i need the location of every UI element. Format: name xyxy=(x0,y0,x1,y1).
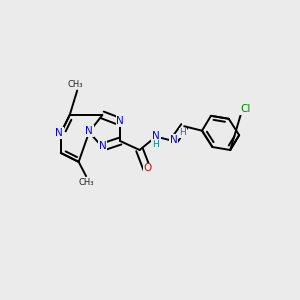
Text: H: H xyxy=(153,140,159,149)
Text: N: N xyxy=(56,128,63,138)
Text: H: H xyxy=(179,128,186,137)
Text: N: N xyxy=(116,116,124,126)
Text: N: N xyxy=(170,135,178,145)
Text: CH₃: CH₃ xyxy=(68,80,83,88)
Text: O: O xyxy=(144,164,152,173)
Text: Cl: Cl xyxy=(240,104,250,114)
Text: CH₃: CH₃ xyxy=(78,178,94,187)
Text: N: N xyxy=(99,141,106,151)
Text: N: N xyxy=(85,126,93,136)
Text: N: N xyxy=(152,131,160,141)
